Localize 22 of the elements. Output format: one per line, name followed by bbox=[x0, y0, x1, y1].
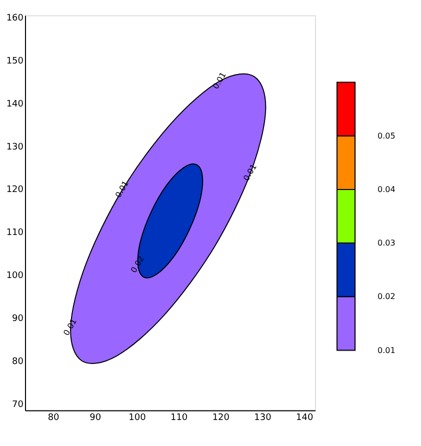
y-tick-label: 140 bbox=[6, 99, 24, 110]
y-tick-label: 130 bbox=[6, 142, 24, 152]
x-tick-label: 90 bbox=[90, 412, 102, 423]
y-tick-label: 70 bbox=[12, 400, 24, 410]
x-tick-label: 130 bbox=[254, 412, 272, 423]
x-tick-label: 110 bbox=[170, 412, 188, 423]
x-tick-label: 120 bbox=[212, 412, 230, 423]
color-bar-label: 0.05 bbox=[378, 131, 396, 140]
y-tick-label: 100 bbox=[6, 271, 24, 282]
y-tick-label: 160 bbox=[6, 13, 24, 24]
y-tick-label: 110 bbox=[6, 228, 24, 238]
x-tick-label: 80 bbox=[48, 412, 60, 423]
y-tick-label: 80 bbox=[12, 356, 24, 367]
color-bar-label: 0.02 bbox=[378, 292, 396, 302]
x-tick-label: 140 bbox=[296, 412, 314, 423]
y-tick-label: 90 bbox=[12, 314, 24, 324]
color-bar-label: 0.03 bbox=[378, 238, 396, 248]
y-tick-label: 150 bbox=[6, 56, 24, 66]
color-bar-label: 0.04 bbox=[378, 184, 396, 194]
color-bar-label: 0.01 bbox=[378, 346, 396, 355]
x-tick-label: 100 bbox=[128, 412, 146, 423]
y-tick-label: 120 bbox=[6, 185, 24, 196]
